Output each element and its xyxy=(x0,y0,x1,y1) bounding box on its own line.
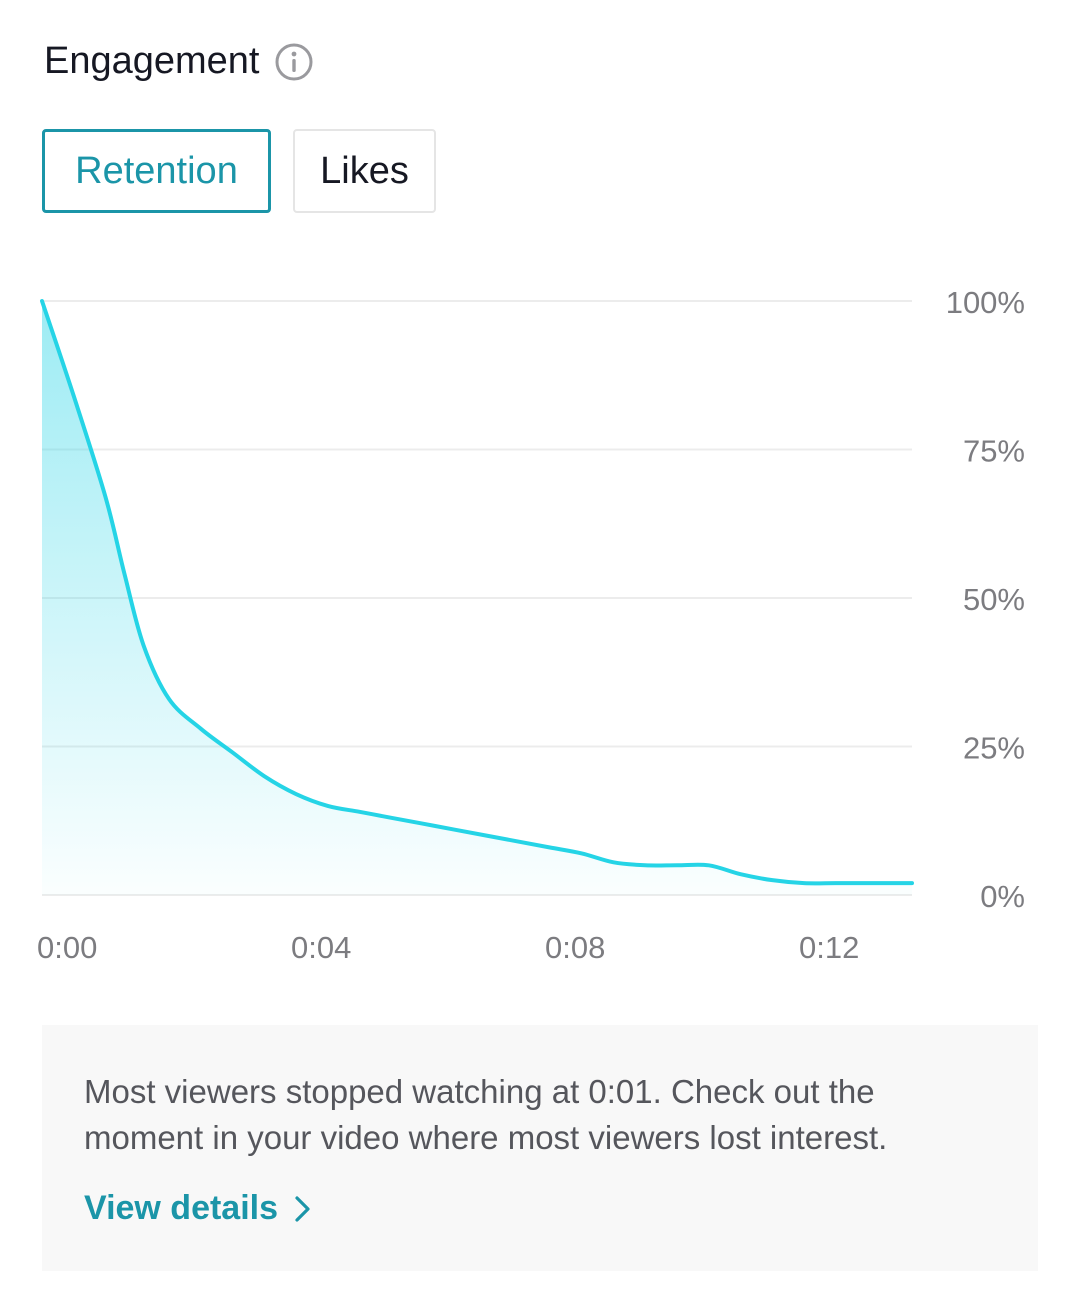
x-tick-label: 0:00 xyxy=(37,930,97,965)
info-icon[interactable] xyxy=(274,42,314,82)
x-tick-label: 0:12 xyxy=(799,930,859,965)
engagement-header: Engagement xyxy=(44,40,314,83)
retention-chart: 100% 75% 50% 25% 0% 0:00 0:04 0:08 0:12 xyxy=(0,270,1080,990)
y-tick-label: 0% xyxy=(980,879,1025,914)
x-tick-label: 0:04 xyxy=(291,930,351,965)
tab-likes[interactable]: Likes xyxy=(293,129,436,213)
y-tick-label: 75% xyxy=(963,434,1025,469)
x-axis-ticks: 0:00 0:04 0:08 0:12 xyxy=(37,930,859,965)
tab-retention[interactable]: Retention xyxy=(42,129,271,213)
view-details-label: View details xyxy=(84,1189,278,1228)
chevron-right-icon xyxy=(294,1194,312,1224)
y-axis-ticks: 100% 75% 50% 25% 0% xyxy=(946,285,1025,914)
x-tick-label: 0:08 xyxy=(545,930,605,965)
view-details-link[interactable]: View details xyxy=(84,1189,312,1228)
y-tick-label: 100% xyxy=(946,285,1025,320)
y-tick-label: 25% xyxy=(963,731,1025,766)
insight-text: Most viewers stopped watching at 0:01. C… xyxy=(84,1069,996,1161)
tab-bar: Retention Likes xyxy=(42,129,436,213)
y-tick-label: 50% xyxy=(963,582,1025,617)
insight-card: Most viewers stopped watching at 0:01. C… xyxy=(42,1025,1038,1271)
page-title: Engagement xyxy=(44,40,260,83)
